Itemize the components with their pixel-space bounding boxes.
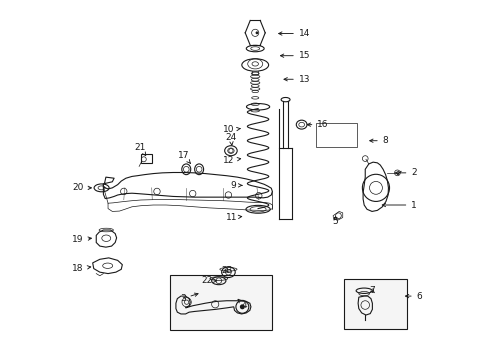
Text: 23: 23 [221,266,232,275]
Text: 15: 15 [280,51,309,60]
Circle shape [255,31,258,34]
Bar [170,275,271,330]
Text: 7: 7 [369,286,374,295]
Text: 18: 18 [72,264,91,273]
Bar [315,123,356,147]
Bar [141,154,152,163]
Circle shape [240,304,244,309]
Text: 13: 13 [284,75,309,84]
Text: 17: 17 [178,151,190,163]
Text: 6: 6 [405,292,422,301]
Text: 12: 12 [223,156,240,165]
Text: 24: 24 [225,132,236,145]
Text: 11: 11 [226,213,241,222]
Text: 4: 4 [238,299,247,310]
Text: 19: 19 [72,235,91,244]
Text: 10: 10 [222,126,240,135]
Bar [343,279,407,329]
Text: 20: 20 [72,183,91,192]
Text: 21: 21 [134,143,145,156]
Text: 16: 16 [306,120,328,129]
Text: 14: 14 [278,29,309,38]
Text: 3: 3 [180,293,198,303]
Text: 8: 8 [369,136,387,145]
Text: 22: 22 [201,276,216,285]
Text: 5: 5 [332,217,338,226]
Text: 2: 2 [395,168,416,177]
Text: 9: 9 [230,181,242,190]
Text: 1: 1 [382,201,416,210]
